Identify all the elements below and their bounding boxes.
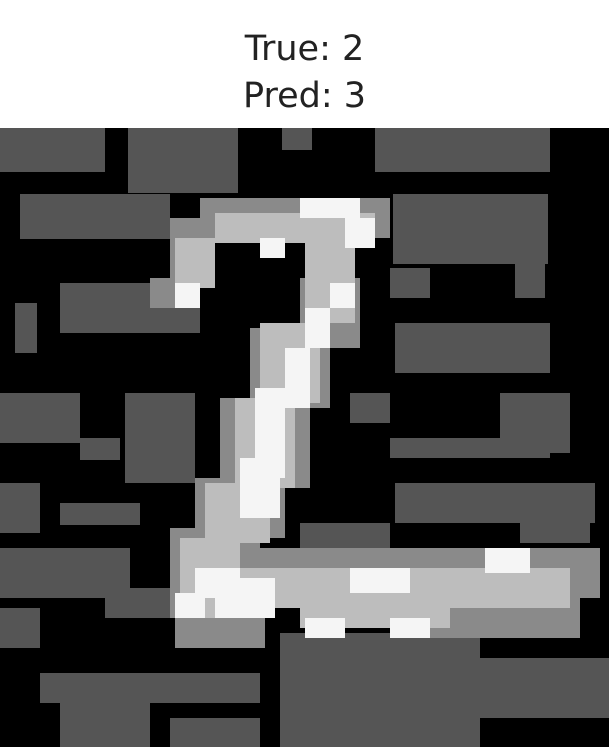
background-noise (0, 128, 609, 747)
digit-pixel-grid (0, 128, 609, 747)
figure-title: True: 2 Pred: 3 (0, 0, 609, 128)
digit-image (0, 128, 609, 747)
pred-label-text: Pred: 3 (242, 76, 367, 116)
true-label-text: True: 2 (244, 29, 365, 69)
digit-stroke-core (175, 198, 530, 638)
